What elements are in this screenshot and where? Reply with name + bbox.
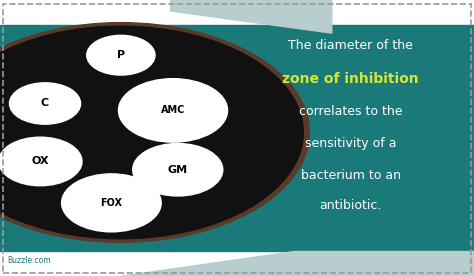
Text: AMC: AMC	[161, 105, 185, 115]
Text: zone of inhibition: zone of inhibition	[283, 72, 419, 86]
Circle shape	[0, 23, 310, 242]
Text: OX: OX	[31, 156, 49, 166]
Text: FOX: FOX	[100, 198, 122, 208]
Polygon shape	[118, 251, 474, 276]
Text: correlates to the: correlates to the	[299, 105, 402, 118]
Text: antibiotic.: antibiotic.	[319, 199, 382, 212]
Circle shape	[118, 79, 228, 142]
Circle shape	[0, 26, 303, 239]
Bar	[0, 25, 474, 251]
Text: Buzzle.com: Buzzle.com	[7, 256, 51, 265]
Circle shape	[62, 174, 161, 232]
Text: GM: GM	[168, 165, 188, 175]
Circle shape	[133, 144, 223, 196]
Text: The diameter of the: The diameter of the	[288, 39, 413, 52]
Circle shape	[0, 137, 82, 186]
Circle shape	[9, 83, 81, 124]
Text: P: P	[117, 50, 125, 60]
Text: C: C	[41, 99, 49, 108]
Text: sensitivity of a: sensitivity of a	[305, 137, 397, 150]
Circle shape	[87, 35, 155, 75]
Text: bacterium to an: bacterium to an	[301, 169, 401, 182]
Polygon shape	[171, 0, 332, 33]
